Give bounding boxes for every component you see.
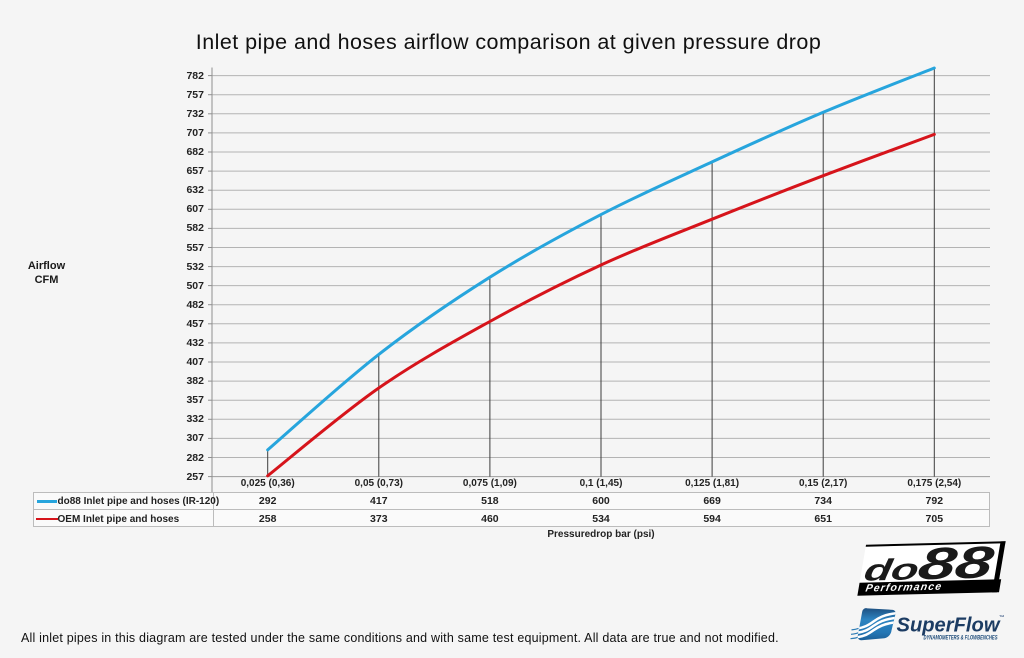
- svg-text:DYNAMOMETERS & FLOWBENCHES: DYNAMOMETERS & FLOWBENCHES: [924, 635, 998, 641]
- svg-text:™: ™: [999, 615, 1005, 621]
- svg-text:SuperFlow: SuperFlow: [897, 614, 1002, 637]
